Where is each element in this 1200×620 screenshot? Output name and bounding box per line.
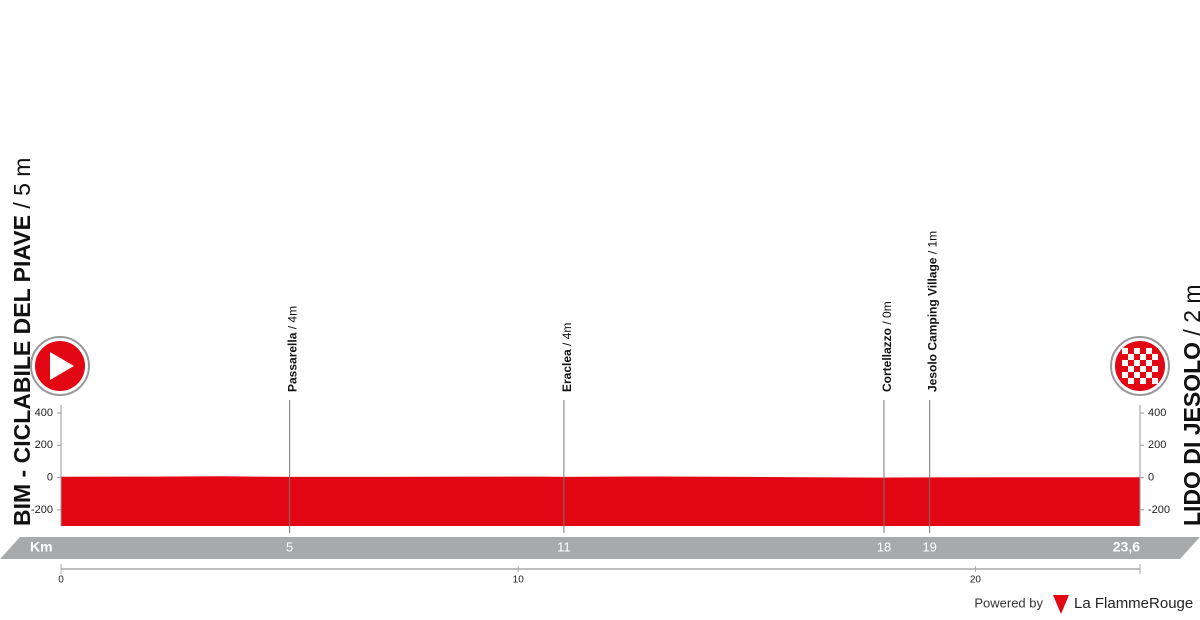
waypoint-label: Passarella / 4m (286, 306, 300, 392)
km-band-label: 18 (877, 539, 891, 554)
finish-icon (1110, 336, 1170, 396)
x-tick-label: 0 (58, 575, 64, 586)
start-name: BIM - CICLABILE DEL PIAVE (9, 215, 35, 526)
y-tick-label: 200 (35, 439, 53, 451)
waypoint-label: Jesolo Camping Village / 1m (926, 231, 940, 392)
km-band (0, 537, 1200, 559)
finish-altitude: / 2 m (1179, 284, 1200, 335)
waypoint-altitude: / 1m (926, 231, 940, 254)
waypoint-altitude: / 4m (560, 323, 574, 346)
km-band-label: 19 (922, 539, 936, 554)
start-label: BIM - CICLABILE DEL PIAVE / 5 m (9, 158, 35, 526)
y-tick-label: 400 (1148, 407, 1166, 419)
start-altitude: / 5 m (9, 158, 35, 209)
y-tick-label: -200 (1148, 504, 1170, 516)
finish-name: LIDO DI JESOLO (1179, 342, 1200, 526)
waypoint-altitude: / 0m (880, 301, 894, 324)
y-tick-label: 0 (47, 471, 53, 483)
waypoint-label: Eraclea / 4m (560, 323, 574, 392)
y-tick-label: 0 (1148, 471, 1154, 483)
waypoint-altitude: / 4m (286, 306, 300, 329)
waypoint-name: Passarella (286, 332, 300, 392)
y-tick-label: -200 (31, 504, 53, 516)
y-tick-label: 200 (1148, 439, 1166, 451)
x-tick-label: 10 (513, 575, 525, 586)
finish-label: LIDO DI JESOLO / 2 m (1179, 284, 1200, 526)
km-label: Km (30, 539, 53, 555)
start-icon (30, 336, 90, 396)
profile-area (61, 476, 1140, 526)
waypoint-label: Cortellazzo / 0m (880, 301, 894, 392)
waypoint-name: Cortellazzo (880, 328, 894, 392)
waypoint-name: Eraclea (560, 349, 574, 392)
brand-icon (1053, 595, 1069, 614)
finish-km-label: 23,6 (1113, 539, 1140, 555)
footer-brand: La FlammeRouge (1074, 595, 1193, 612)
x-tick-label: 20 (970, 575, 982, 586)
y-tick-label: 400 (35, 407, 53, 419)
footer-prefix: Powered by (974, 595, 1043, 610)
km-band-label: 5 (286, 539, 293, 554)
km-band-label: 11 (557, 539, 571, 554)
waypoint-name: Jesolo Camping Village (926, 257, 940, 392)
